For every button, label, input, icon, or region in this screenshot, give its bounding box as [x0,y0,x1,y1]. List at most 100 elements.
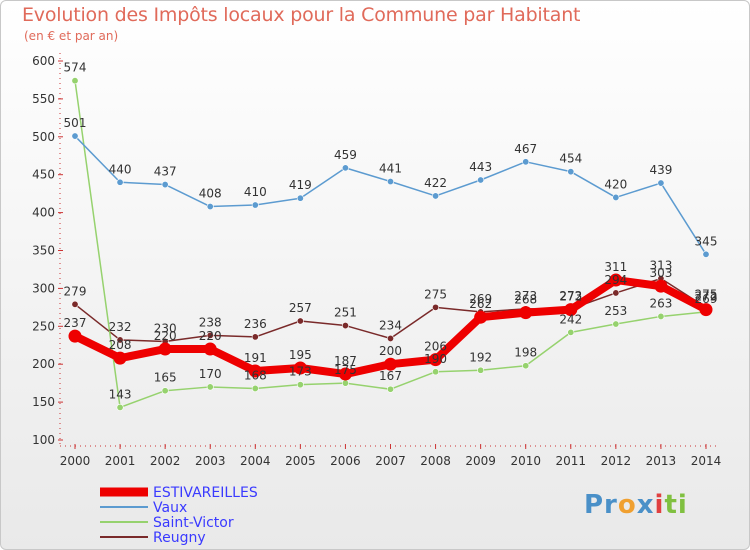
y-tick-label: 550 [32,92,55,106]
data-point [609,273,623,287]
data-label: 311 [604,260,627,274]
data-point [432,303,440,311]
legend-label: Vaux [153,500,187,516]
x-tick-label: 2011 [556,454,587,468]
data-label: 279 [64,284,87,298]
data-label: 187 [334,354,357,368]
data-point [341,379,349,387]
data-label: 175 [334,363,357,377]
data-point [341,322,349,330]
data-point [206,383,214,391]
data-label: 168 [244,368,267,382]
data-label: 165 [154,371,177,385]
data-label: 200 [379,344,402,358]
y-tick-label: 500 [32,130,55,144]
data-label: 275 [695,287,718,301]
data-point [657,179,665,187]
data-label: 443 [469,160,492,174]
y-tick-label: 600 [32,54,55,68]
data-point [432,368,440,376]
y-tick-label: 150 [32,395,55,409]
data-label: 437 [154,165,177,179]
data-label: 253 [604,304,627,318]
data-label: 198 [514,346,537,360]
data-label: 501 [64,116,87,130]
data-point [386,178,394,186]
x-tick-label: 2014 [691,454,722,468]
x-tick-label: 2008 [420,454,451,468]
data-point [206,203,214,211]
data-point [293,361,307,375]
data-point [654,279,668,293]
data-label: 439 [649,163,672,177]
data-point [612,320,620,328]
data-label: 190 [424,352,447,366]
data-point [564,303,578,317]
y-tick-label: 450 [32,168,55,182]
data-point [161,387,169,395]
x-tick-label: 2003 [195,454,226,468]
data-label: 236 [244,317,267,331]
y-tick-label: 100 [32,433,55,447]
x-tick-label: 2000 [60,454,91,468]
data-label: 232 [109,320,132,334]
x-tick-label: 2007 [375,454,406,468]
x-tick-label: 2013 [646,454,677,468]
x-tick-label: 2009 [465,454,496,468]
data-label: 143 [109,387,132,401]
data-point [612,193,620,201]
data-label: 467 [514,142,537,156]
x-tick-label: 2006 [330,454,361,468]
data-label: 242 [559,312,582,326]
data-label: 269 [469,292,492,306]
data-point [702,250,710,258]
data-label: 419 [289,178,312,192]
data-point [341,164,349,172]
data-label: 191 [244,351,267,365]
data-point [699,303,713,317]
logo-part: Pr [584,490,618,520]
data-label: 170 [199,367,222,381]
data-point [386,385,394,393]
chart-title: Evolution des Impôts locaux pour la Comm… [22,4,581,26]
legend-label: ESTIVAREILLES [153,485,258,501]
data-label: 262 [469,297,492,311]
data-label: 440 [109,162,132,176]
data-point [522,362,530,370]
data-point [203,342,217,356]
data-point [338,367,352,381]
legend-label: Reugny [153,530,206,546]
data-label: 294 [604,273,627,287]
data-label: 303 [649,266,672,280]
chart-subtitle: (en € et par an) [24,29,119,43]
data-label: 263 [649,296,672,310]
data-label: 273 [559,289,582,303]
data-label: 272 [695,290,718,304]
x-tick-label: 2001 [105,454,136,468]
data-label: 441 [379,162,402,176]
x-tick-label: 2004 [240,454,271,468]
data-label: 313 [649,259,672,273]
y-tick-label: 400 [32,206,55,220]
data-point [116,403,124,411]
data-label: 459 [334,148,357,162]
data-label: 574 [64,61,87,75]
data-point [116,178,124,186]
data-label: 237 [64,316,87,330]
data-label: 275 [424,287,447,301]
data-label: 345 [695,234,718,248]
data-label: 234 [379,318,402,332]
data-point [296,317,304,325]
data-label: 195 [289,348,312,362]
data-point [158,342,172,356]
data-label: 257 [289,301,312,315]
data-label: 454 [559,152,582,166]
data-point [474,310,488,324]
data-point [71,77,79,85]
data-label: 173 [289,365,312,379]
data-point [161,181,169,189]
data-point [68,329,82,343]
